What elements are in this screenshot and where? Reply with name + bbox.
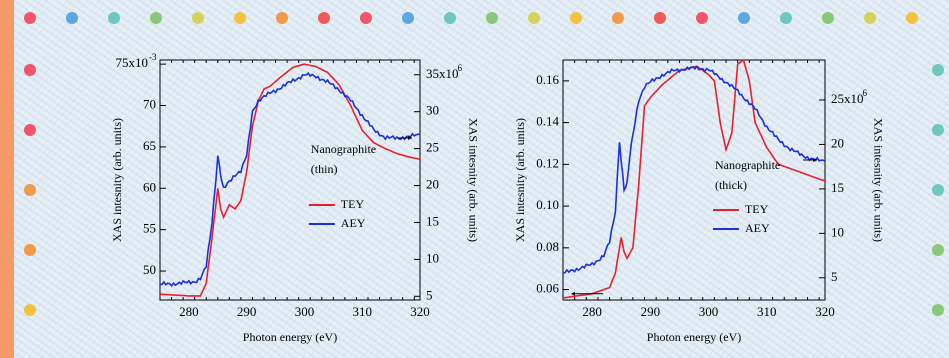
decorative-dot — [192, 12, 204, 24]
y2-tick-label: 25x10 — [831, 91, 864, 106]
decorative-dot — [932, 244, 944, 256]
decorative-dot — [486, 12, 498, 24]
legend-label-aey: AEY — [745, 221, 770, 235]
x-tick-label: 290 — [641, 304, 661, 319]
legend-label-tey: TEY — [341, 197, 365, 211]
decorative-dot — [822, 12, 834, 24]
series-line-aey — [563, 65, 825, 274]
x-tick-label: 300 — [295, 304, 315, 319]
y-tick-label: 50 — [143, 262, 156, 277]
y-axis-label: XAS intesnity (arb. units) — [110, 118, 124, 242]
y2-tick-label: 5 — [831, 269, 838, 284]
y2-tick-label: 15 — [426, 213, 439, 228]
decorative-dot — [654, 12, 666, 24]
x-tick-label: 280 — [179, 304, 199, 319]
annotation-text: (thick) — [715, 178, 747, 192]
decorative-dot — [360, 12, 372, 24]
decorative-dot — [234, 12, 246, 24]
y-tick-label: 0.14 — [536, 114, 559, 129]
plot-frame — [159, 59, 421, 301]
decorative-dot — [780, 12, 792, 24]
y2-tick-exponent: 6 — [458, 63, 463, 73]
decorative-dot — [906, 12, 918, 24]
y-tick-label: 0.16 — [536, 72, 559, 87]
y2-tick-label: 5 — [426, 287, 433, 302]
y-tick-label: 0.08 — [536, 239, 559, 254]
decorative-dot — [24, 244, 36, 256]
decorative-dot — [738, 12, 750, 24]
annotation-text: (thin) — [311, 162, 338, 176]
x-tick-label: 280 — [582, 304, 602, 319]
legend-label-aey: AEY — [341, 216, 366, 230]
y2-tick-label: 20 — [426, 177, 439, 192]
series-line-aey — [160, 71, 420, 287]
y-tick-label: 65 — [143, 138, 156, 153]
series-line-tey — [160, 63, 420, 297]
y-tick-label: 75x10 — [116, 55, 149, 70]
axis-arrow-head — [813, 158, 817, 162]
x-tick-label: 310 — [757, 304, 777, 319]
y2-tick-label: 15 — [831, 180, 844, 195]
decorative-dot — [24, 304, 36, 316]
x-tick-label: 320 — [815, 304, 835, 319]
decorative-dot — [570, 12, 582, 24]
y2-axis-label: XAS intesnity (arb. units) — [871, 118, 885, 242]
y-axis-label: XAS intesnity (arb. units) — [513, 118, 527, 242]
decorative-dot — [66, 12, 78, 24]
decorative-dot — [932, 64, 944, 76]
plot-frame — [562, 59, 826, 301]
decorative-dot — [932, 124, 944, 136]
x-tick-label: 320 — [410, 304, 430, 319]
decorative-dot — [444, 12, 456, 24]
decorative-dot — [318, 12, 330, 24]
y2-tick-exponent: 6 — [863, 88, 868, 98]
y2-tick-label: 25 — [426, 140, 439, 155]
chart-thin: 280 290 300 310 320 50 55 60 65 70 75x10 -3 5 10 15 20 2… — [110, 52, 480, 344]
decorative-dot — [932, 304, 944, 316]
x-tick-label: 300 — [699, 304, 719, 319]
y2-tick-label: 30 — [426, 103, 439, 118]
annotation-text: Nanographite — [715, 158, 780, 172]
y2-tick-label: 20 — [831, 135, 844, 150]
decorative-dot — [402, 12, 414, 24]
y-tick-label: 0.10 — [536, 197, 559, 212]
chart-thick: 280 290 300 310 320 0.06 0.08 0.10 0.12 0.14 0.16 5… — [513, 59, 885, 344]
x-axis-label: Photon energy (eV) — [243, 330, 337, 344]
x-tick-label: 310 — [352, 304, 372, 319]
series-line-tey — [563, 60, 825, 299]
y-tick-label: 0.12 — [536, 155, 559, 170]
decorative-dot — [864, 12, 876, 24]
x-axis-label: Photon energy (eV) — [647, 330, 741, 344]
accent-bar — [0, 0, 14, 358]
y2-tick-label: 10 — [426, 250, 439, 265]
decorative-dot — [612, 12, 624, 24]
decorative-dot — [24, 12, 36, 24]
x-tick-label: 290 — [237, 304, 257, 319]
y2-tick-label: 35x10 — [426, 66, 459, 81]
decorative-dot — [276, 12, 288, 24]
decorative-dot — [24, 64, 36, 76]
legend-label-tey: TEY — [745, 202, 769, 216]
decorative-dot — [150, 12, 162, 24]
axis-arrow-head — [571, 291, 575, 296]
axis-arrow-head — [408, 136, 412, 140]
y-tick-label: 0.06 — [536, 281, 559, 296]
decorative-dot — [108, 12, 120, 24]
y-tick-label: 60 — [143, 179, 156, 194]
decorative-dot — [24, 124, 36, 136]
decorative-dot — [24, 184, 36, 196]
decorative-dot — [528, 12, 540, 24]
y-tick-exponent: -3 — [149, 52, 157, 62]
y-tick-label: 55 — [143, 221, 156, 236]
annotation-text: Nanographite — [311, 142, 376, 156]
y2-axis-label: XAS intesnity (arb. units) — [466, 118, 480, 242]
decorative-dot — [696, 12, 708, 24]
y2-tick-label: 10 — [831, 224, 844, 239]
y-tick-label: 70 — [143, 97, 156, 112]
decorative-dot — [932, 184, 944, 196]
